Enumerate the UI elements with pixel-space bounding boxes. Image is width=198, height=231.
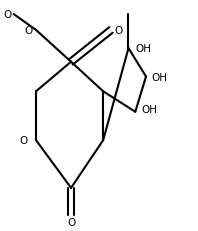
Text: O: O [3,10,12,20]
Text: OH: OH [152,72,168,82]
Text: O: O [115,26,123,36]
Text: OH: OH [135,44,151,54]
Text: O: O [19,136,27,146]
Text: O: O [24,26,32,36]
Text: OH: OH [141,105,157,115]
Text: O: O [67,217,75,228]
